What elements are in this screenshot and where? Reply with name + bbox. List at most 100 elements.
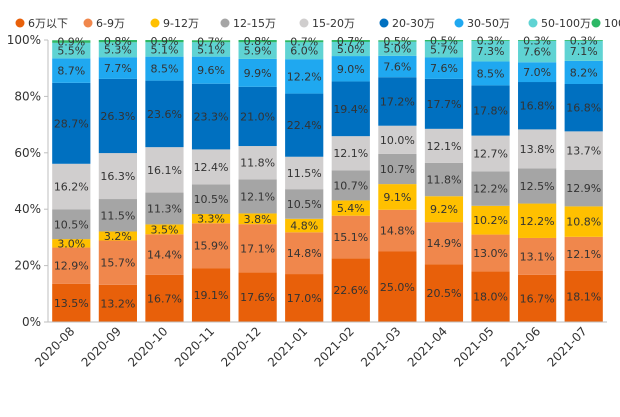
data-label: 22.4% [287, 119, 322, 132]
data-label: 12.4% [194, 161, 229, 174]
y-tick-label: 40% [14, 202, 41, 216]
legend-label: 100万以上 [604, 17, 620, 30]
data-label: 5.4% [337, 202, 365, 215]
data-label: 13.7% [566, 145, 601, 158]
data-label: 21.0% [240, 110, 275, 123]
x-tick-label: 2021-05 [451, 324, 496, 369]
data-label: 0.9% [150, 35, 178, 48]
y-tick-label: 80% [14, 89, 41, 103]
x-tick-label: 2021-01 [265, 324, 310, 369]
data-label: 17.2% [380, 95, 415, 108]
legend-marker [380, 19, 389, 28]
data-label: 9.0% [337, 63, 365, 76]
data-label: 26.3% [100, 110, 135, 123]
legend-marker [300, 19, 309, 28]
data-label: 12.2% [287, 70, 322, 83]
data-label: 12.5% [520, 180, 555, 193]
data-label: 16.3% [100, 170, 135, 183]
data-label: 10.0% [380, 134, 415, 147]
data-label: 10.5% [287, 198, 322, 211]
data-label: 16.8% [520, 100, 555, 113]
data-label: 0.9% [57, 36, 85, 49]
data-label: 10.7% [333, 179, 368, 192]
x-tick-label: 2021-03 [358, 324, 403, 369]
legend-marker [221, 19, 230, 28]
data-label: 7.6% [383, 61, 411, 74]
data-label: 13.5% [54, 297, 89, 310]
data-label: 10.5% [194, 193, 229, 206]
data-label: 9.9% [244, 67, 272, 80]
data-label: 11.5% [287, 167, 322, 180]
data-label: 10.2% [473, 214, 508, 227]
x-tick-label: 2021-06 [498, 324, 543, 369]
data-label: 12.2% [520, 215, 555, 228]
x-tick-label: 2020-10 [125, 324, 170, 369]
data-label: 0.8% [104, 35, 132, 48]
data-label: 12.1% [566, 248, 601, 261]
x-tick-label: 2020-09 [79, 324, 124, 369]
data-label: 10.8% [566, 216, 601, 229]
data-label: 19.1% [194, 289, 229, 302]
data-label: 0.3% [570, 34, 598, 47]
data-label: 3.0% [57, 237, 85, 250]
data-label: 19.4% [333, 103, 368, 116]
data-label: 0.3% [477, 34, 505, 47]
data-label: 0.7% [290, 35, 318, 48]
data-label: 0.5% [430, 35, 458, 48]
data-label: 16.8% [566, 102, 601, 115]
legend-label: 50-100万 [541, 17, 591, 30]
data-label: 12.1% [240, 190, 275, 203]
data-label: 13.2% [100, 297, 135, 310]
data-label: 3.3% [197, 213, 225, 226]
legend-label: 12-15万 [233, 17, 276, 30]
data-label: 4.8% [290, 220, 318, 233]
data-label: 11.8% [240, 157, 275, 170]
data-label: 9.6% [197, 64, 225, 77]
legend-label: 6-9万 [96, 17, 125, 30]
data-label: 16.2% [54, 181, 89, 194]
data-label: 7.6% [523, 46, 551, 59]
legend-marker [529, 19, 538, 28]
data-label: 0.7% [337, 35, 365, 48]
data-label: 12.2% [473, 183, 508, 196]
data-label: 13.8% [520, 143, 555, 156]
data-label: 23.3% [194, 111, 229, 124]
data-label: 0.7% [197, 35, 225, 48]
y-tick-label: 0% [22, 315, 41, 329]
data-label: 14.8% [287, 247, 322, 260]
data-label: 12.1% [333, 147, 368, 160]
data-label: 12.9% [54, 260, 89, 273]
data-label: 0.8% [244, 35, 272, 48]
data-label: 15.7% [100, 257, 135, 270]
data-label: 18.1% [566, 290, 601, 303]
data-label: 8.2% [570, 66, 598, 79]
x-tick-label: 2020-08 [32, 324, 77, 369]
data-label: 10.7% [380, 163, 415, 176]
y-tick-label: 100% [7, 33, 41, 47]
y-tick-label: 60% [14, 146, 41, 160]
data-label: 25.0% [380, 281, 415, 294]
data-label: 7.0% [523, 66, 551, 79]
data-label: 16.7% [147, 292, 182, 305]
data-label: 0.5% [383, 35, 411, 48]
data-label: 3.2% [104, 230, 132, 243]
legend-marker [84, 19, 93, 28]
data-label: 11.3% [147, 203, 182, 216]
data-label: 13.0% [473, 247, 508, 260]
x-tick-label: 2020-11 [172, 324, 217, 369]
data-label: 8.5% [150, 63, 178, 76]
x-tick-label: 2021-07 [544, 324, 589, 369]
data-label: 12.7% [473, 148, 508, 161]
data-label: 11.5% [100, 209, 135, 222]
data-label: 17.1% [240, 242, 275, 255]
legend-marker [16, 19, 25, 28]
data-label: 14.8% [380, 225, 415, 238]
data-label: 17.6% [240, 291, 275, 304]
x-tick-label: 2020-12 [218, 324, 263, 369]
y-tick-label: 20% [14, 259, 41, 273]
x-tick-label: 2021-04 [405, 324, 450, 369]
data-label: 10.5% [54, 218, 89, 231]
